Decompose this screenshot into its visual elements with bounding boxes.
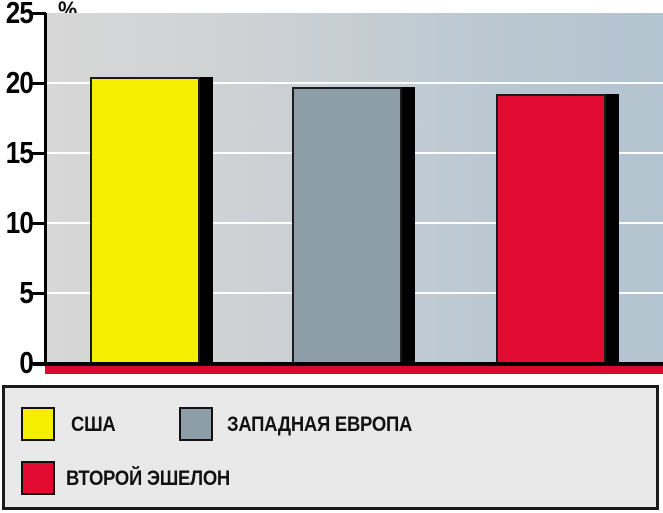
bar-shadow-2 [402, 87, 415, 363]
x-axis-baseline [33, 362, 663, 366]
legend-label-2: ЗАПАДНАЯ ЕВРОПА [227, 413, 413, 436]
bar-shadow-1 [200, 77, 213, 363]
bar-2 [292, 87, 402, 363]
y-tick-label-10: 10 [5, 205, 34, 240]
baseline-red-strip [45, 366, 663, 374]
y-tick-label-15: 15 [5, 135, 34, 170]
plot-area [46, 13, 663, 363]
legend-label-3: ВТОРОЙ ЭШЕЛОН [66, 467, 231, 490]
y-tick-label-0: 0 [19, 345, 33, 380]
y-axis-line [44, 13, 47, 366]
y-tick-label-5: 5 [19, 275, 33, 310]
y-tick-5 [31, 291, 46, 295]
y-tick-25 [31, 11, 46, 15]
y-tick-label-20: 20 [5, 65, 34, 100]
legend-swatch-3 [21, 461, 55, 495]
bar-shadow-3 [606, 94, 619, 363]
legend-label-1: США [71, 413, 116, 436]
bar-1 [90, 77, 200, 363]
legend: США ЗАПАДНАЯ ЕВРОПА ВТОРОЙ ЭШЕЛОН [2, 385, 659, 510]
bar-3 [496, 94, 606, 363]
legend-swatch-1 [21, 407, 55, 441]
legend-swatch-2 [179, 407, 213, 441]
y-tick-0 [31, 361, 46, 365]
y-tick-10 [31, 221, 46, 225]
gridline-20 [46, 82, 663, 84]
y-tick-label-25: 25 [5, 0, 34, 30]
y-tick-20 [31, 81, 46, 85]
y-tick-15 [31, 151, 46, 155]
